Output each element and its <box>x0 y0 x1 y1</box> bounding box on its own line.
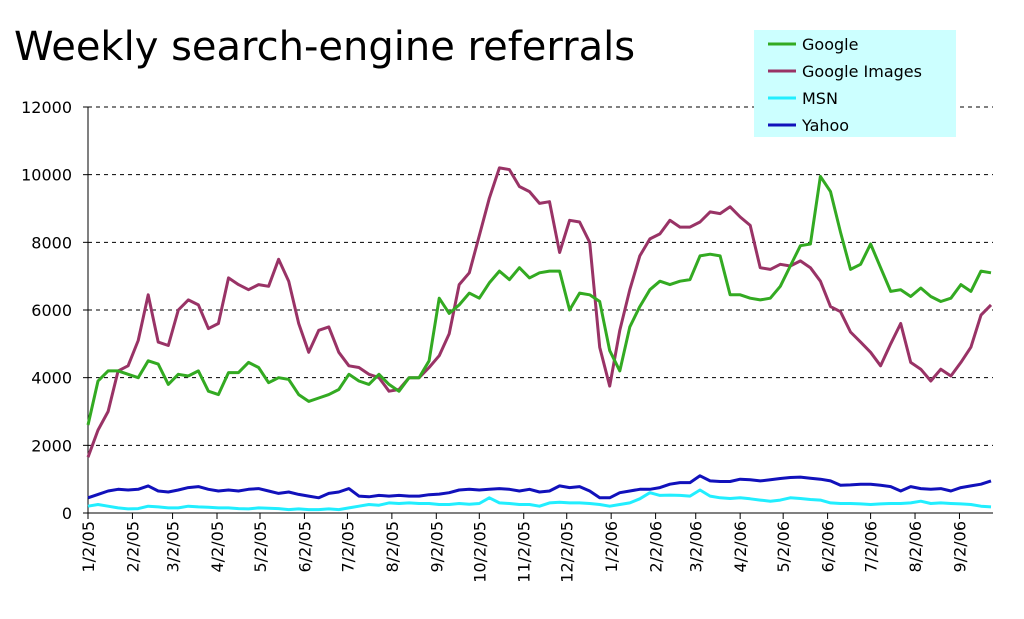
x-tick-label: 7/2/05 <box>338 521 357 573</box>
y-tick-label: 4000 <box>31 369 72 388</box>
chart-title: Weekly search-engine referrals <box>14 24 635 70</box>
legend-label: Google Images <box>802 62 922 81</box>
legend-box <box>754 30 956 137</box>
x-tick-label: 12/2/05 <box>558 521 577 583</box>
series-line <box>87 474 992 500</box>
x-tick-label: 2/2/06 <box>647 521 666 573</box>
x-tick-label: 6/2/06 <box>819 521 838 573</box>
x-tick-label: 3/2/05 <box>164 521 183 573</box>
x-tick-label: 4/2/06 <box>731 521 750 573</box>
y-tick-label: 10000 <box>21 166 72 185</box>
legend-label: MSN <box>802 89 838 108</box>
x-tick-label: 1/2/06 <box>602 521 621 573</box>
x-tick-label: 5/2/06 <box>774 521 793 573</box>
y-tick-label: 6000 <box>31 301 72 320</box>
y-tick-label: 0 <box>62 504 72 523</box>
legend-label: Yahoo <box>801 116 849 135</box>
x-tick-label: 2/2/05 <box>123 521 142 573</box>
series-line <box>87 488 992 512</box>
x-tick-label: 10/2/05 <box>470 521 489 583</box>
series-line <box>86 166 993 458</box>
x-tick-label: 8/2/05 <box>383 521 402 573</box>
x-tick-label: 7/2/06 <box>862 521 881 573</box>
y-tick-label: 12000 <box>21 98 72 117</box>
x-tick-label: 1/2/05 <box>79 521 98 573</box>
legend-label: Google <box>802 35 858 54</box>
x-tick-label: 11/2/05 <box>515 521 534 583</box>
y-tick-label: 8000 <box>31 233 72 252</box>
x-tick-label: 8/2/06 <box>906 521 925 573</box>
y-tick-label: 2000 <box>31 436 72 455</box>
x-tick-label: 5/2/05 <box>251 521 270 573</box>
series-line <box>86 174 992 426</box>
x-tick-label: 3/2/06 <box>687 521 706 573</box>
x-tick-label: 4/2/05 <box>208 521 227 573</box>
x-tick-label: 9/2/06 <box>950 521 969 573</box>
x-tick-label: 6/2/05 <box>295 521 314 573</box>
x-tick-label: 9/2/05 <box>427 521 446 573</box>
